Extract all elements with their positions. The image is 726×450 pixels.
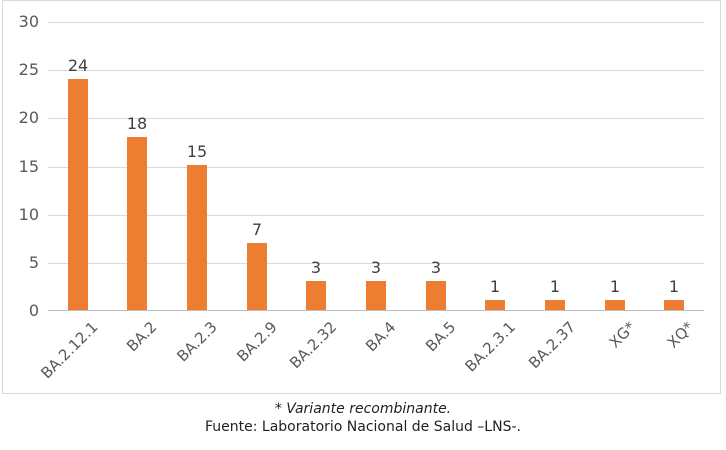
x-axis-tick-BA.2.9: BA.2.9 bbox=[233, 318, 281, 366]
y-axis-tick-5: 5 bbox=[28, 253, 39, 272]
value-label-BA.2: 18 bbox=[126, 114, 148, 133]
gridline-y-30 bbox=[48, 22, 704, 23]
source-attribution: Fuente: Laboratorio Nacional de Salud –L… bbox=[205, 419, 521, 435]
bar-BA.2.37 bbox=[545, 300, 565, 310]
y-axis-tick-10: 10 bbox=[18, 205, 39, 224]
footnote-recombinant-variant: * Variante recombinante. bbox=[274, 401, 452, 417]
value-label-BA.2.9: 7 bbox=[251, 220, 263, 239]
value-label-XG*: 1 bbox=[609, 277, 621, 296]
gridline-y-20 bbox=[48, 118, 704, 119]
value-label-BA.2.37: 1 bbox=[549, 277, 561, 296]
bar-BA.2 bbox=[127, 137, 147, 310]
x-axis-tick-BA.5: BA.5 bbox=[422, 318, 460, 356]
bar-BA.2.12.1 bbox=[68, 79, 88, 310]
gridline-y-10 bbox=[48, 215, 704, 216]
y-axis-tick-20: 20 bbox=[18, 108, 39, 127]
value-label-BA.4: 3 bbox=[370, 258, 382, 277]
y-axis-tick-30: 30 bbox=[18, 12, 39, 31]
y-axis-tick-25: 25 bbox=[18, 60, 39, 79]
gridline-y-25 bbox=[48, 70, 704, 71]
bar-chart-plot-area: 24 18 15 7 3 3 3 1 1 1 1 bbox=[48, 22, 704, 311]
bar-BA.2.9 bbox=[247, 243, 267, 310]
x-axis-tick-BA.2.3.1: BA.2.3.1 bbox=[461, 318, 519, 376]
x-axis-tick-BA.2.12.1: BA.2.12.1 bbox=[37, 318, 102, 383]
bar-BA.4 bbox=[366, 281, 386, 310]
gridline-y-5 bbox=[48, 263, 704, 264]
x-axis-tick-BA.2.3: BA.2.3 bbox=[173, 318, 221, 366]
x-axis-tick-BA.2: BA.2 bbox=[123, 318, 161, 356]
gridline-y-15 bbox=[48, 167, 704, 168]
value-label-BA.2.3.1: 1 bbox=[489, 277, 501, 296]
bar-BA.2.3.1 bbox=[485, 300, 505, 310]
x-axis-tick-BA.2.32: BA.2.32 bbox=[285, 318, 340, 373]
bar-BA.2.3 bbox=[187, 165, 207, 310]
bar-XQ* bbox=[664, 300, 684, 310]
chart-figure: 24 18 15 7 3 3 3 1 1 1 1 0 5 10 15 20 25 30 BA.2.12.1 BA.2… bbox=[2, 0, 721, 394]
value-label-BA.2.3: 15 bbox=[186, 142, 208, 161]
bar-BA.5 bbox=[426, 281, 446, 310]
bar-BA.2.32 bbox=[306, 281, 326, 310]
value-label-XQ*: 1 bbox=[668, 277, 680, 296]
x-axis-tick-BA.4: BA.4 bbox=[362, 318, 400, 356]
y-axis-tick-0: 0 bbox=[28, 301, 39, 320]
x-axis-tick-XG*: XG* bbox=[605, 318, 639, 352]
x-axis-tick-BA.2.37: BA.2.37 bbox=[524, 318, 579, 373]
value-label-BA.2.12.1: 24 bbox=[67, 56, 89, 75]
value-label-BA.5: 3 bbox=[430, 258, 442, 277]
chart-footer: * Variante recombinante. Fuente: Laborat… bbox=[0, 400, 726, 436]
bar-XG* bbox=[605, 300, 625, 310]
gridline-y-0 bbox=[48, 310, 704, 311]
x-axis-tick-XQ*: XQ* bbox=[664, 318, 698, 352]
value-label-BA.2.32: 3 bbox=[310, 258, 322, 277]
y-axis-tick-15: 15 bbox=[18, 157, 39, 176]
